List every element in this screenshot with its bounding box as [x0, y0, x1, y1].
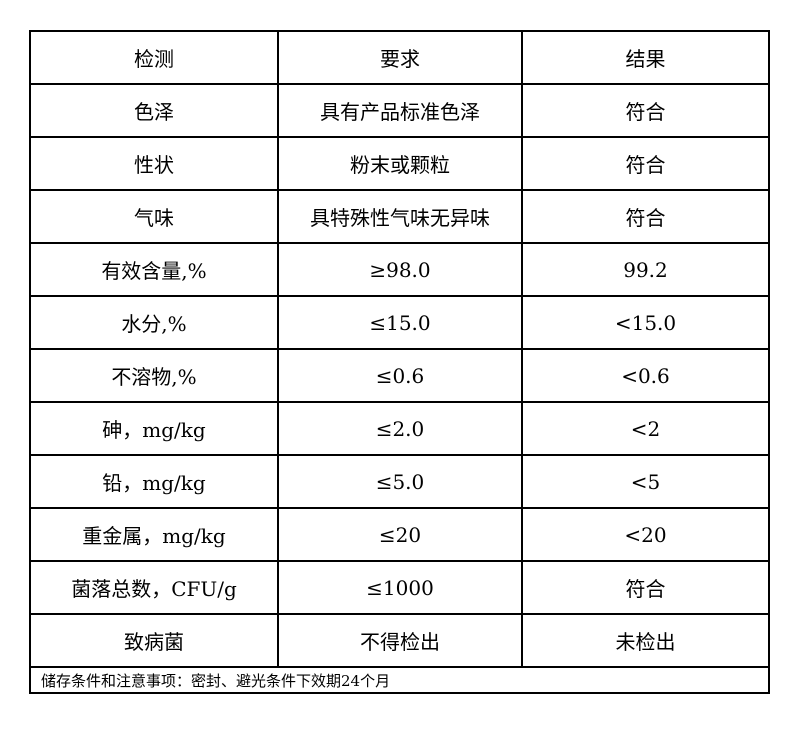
cell-result: 符合 [521, 83, 770, 138]
table-row: 性状 粉末或颗粒 符合 [29, 136, 770, 191]
cell-result: 符合 [521, 560, 770, 615]
cell-test-item: 砷，mg/kg [29, 401, 279, 456]
cell-result: <5 [521, 454, 770, 509]
table-header-row: 检测 要求 结果 [29, 30, 770, 85]
cell-result: <0.6 [521, 348, 770, 403]
cell-result: 符合 [521, 136, 770, 191]
cell-test-item: 性状 [29, 136, 279, 191]
cell-test-item: 不溶物,% [29, 348, 279, 403]
header-cell-requirement: 要求 [277, 30, 523, 85]
cell-requirement: ≥98.0 [277, 242, 523, 297]
cell-test-item: 致病菌 [29, 613, 279, 668]
cell-requirement: ≤2.0 [277, 401, 523, 456]
table-row: 不溶物,% ≤0.6 <0.6 [29, 348, 770, 403]
table-row: 砷，mg/kg ≤2.0 <2 [29, 401, 770, 456]
cell-result: <2 [521, 401, 770, 456]
cell-requirement: 具特殊性气味无异味 [277, 189, 523, 244]
cell-result: 符合 [521, 189, 770, 244]
cell-requirement: 具有产品标准色泽 [277, 83, 523, 138]
table-row: 有效含量,% ≥98.0 99.2 [29, 242, 770, 297]
inspection-table: 检测 要求 结果 色泽 具有产品标准色泽 符合 性状 粉末或颗粒 符合 气味 具特殊性气味无异… [29, 30, 770, 694]
cell-requirement: ≤1000 [277, 560, 523, 615]
cell-result: <20 [521, 507, 770, 562]
cell-requirement: ≤0.6 [277, 348, 523, 403]
cell-test-item: 水分,% [29, 295, 279, 350]
table-row: 气味 具特殊性气味无异味 符合 [29, 189, 770, 244]
cell-requirement: ≤15.0 [277, 295, 523, 350]
cell-test-item: 色泽 [29, 83, 279, 138]
header-cell-result: 结果 [521, 30, 770, 85]
cell-requirement: 不得检出 [277, 613, 523, 668]
table-row: 水分,% ≤15.0 <15.0 [29, 295, 770, 350]
table-row: 致病菌 不得检出 未检出 [29, 613, 770, 668]
cell-test-item: 有效含量,% [29, 242, 279, 297]
cell-requirement: ≤5.0 [277, 454, 523, 509]
table-row: 铅，mg/kg ≤5.0 <5 [29, 454, 770, 509]
cell-result: <15.0 [521, 295, 770, 350]
table-row: 菌落总数，CFU/g ≤1000 符合 [29, 560, 770, 615]
storage-note: 储存条件和注意事项：密封、避光条件下效期24个月 [29, 666, 770, 694]
cell-test-item: 菌落总数，CFU/g [29, 560, 279, 615]
header-cell-test: 检测 [29, 30, 279, 85]
cell-test-item: 重金属，mg/kg [29, 507, 279, 562]
cell-result: 未检出 [521, 613, 770, 668]
footer-row: 储存条件和注意事项：密封、避光条件下效期24个月 [29, 666, 770, 694]
cell-test-item: 气味 [29, 189, 279, 244]
cell-requirement: 粉末或颗粒 [277, 136, 523, 191]
table-row: 重金属，mg/kg ≤20 <20 [29, 507, 770, 562]
table-row: 色泽 具有产品标准色泽 符合 [29, 83, 770, 138]
cell-test-item: 铅，mg/kg [29, 454, 279, 509]
cell-result: 99.2 [521, 242, 770, 297]
cell-requirement: ≤20 [277, 507, 523, 562]
